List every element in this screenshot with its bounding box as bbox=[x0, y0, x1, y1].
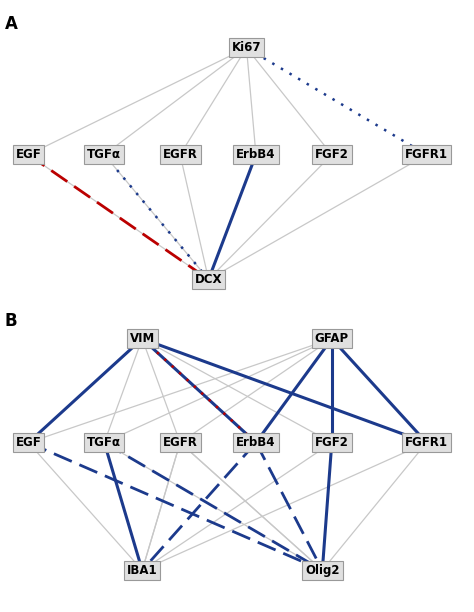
Text: FGFR1: FGFR1 bbox=[405, 436, 448, 449]
Text: A: A bbox=[5, 15, 18, 33]
Text: TGFα: TGFα bbox=[87, 436, 121, 449]
Text: FGF2: FGF2 bbox=[315, 148, 349, 161]
Text: Olig2: Olig2 bbox=[305, 564, 339, 577]
Text: DCX: DCX bbox=[195, 273, 222, 286]
Text: TGFα: TGFα bbox=[87, 148, 121, 161]
Text: Ki67: Ki67 bbox=[232, 42, 261, 54]
Text: EGF: EGF bbox=[16, 436, 41, 449]
Text: ErbB4: ErbB4 bbox=[236, 436, 276, 449]
Text: GFAP: GFAP bbox=[315, 332, 349, 345]
Text: EGF: EGF bbox=[16, 148, 41, 161]
Text: EGFR: EGFR bbox=[163, 436, 198, 449]
Text: ErbB4: ErbB4 bbox=[236, 148, 276, 161]
Text: FGF2: FGF2 bbox=[315, 436, 349, 449]
Text: EGFR: EGFR bbox=[163, 148, 198, 161]
Text: B: B bbox=[5, 312, 18, 330]
Text: IBA1: IBA1 bbox=[127, 564, 157, 577]
Text: VIM: VIM bbox=[129, 332, 155, 345]
Text: FGFR1: FGFR1 bbox=[405, 148, 448, 161]
